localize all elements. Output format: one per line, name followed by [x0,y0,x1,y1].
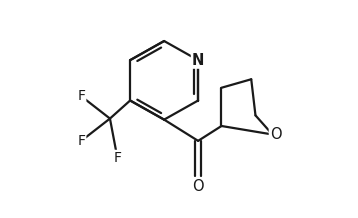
Text: F: F [77,89,85,103]
Text: O: O [192,179,204,194]
Text: O: O [270,127,281,142]
Text: F: F [77,134,85,148]
Text: N: N [192,53,204,68]
Text: F: F [113,151,121,165]
